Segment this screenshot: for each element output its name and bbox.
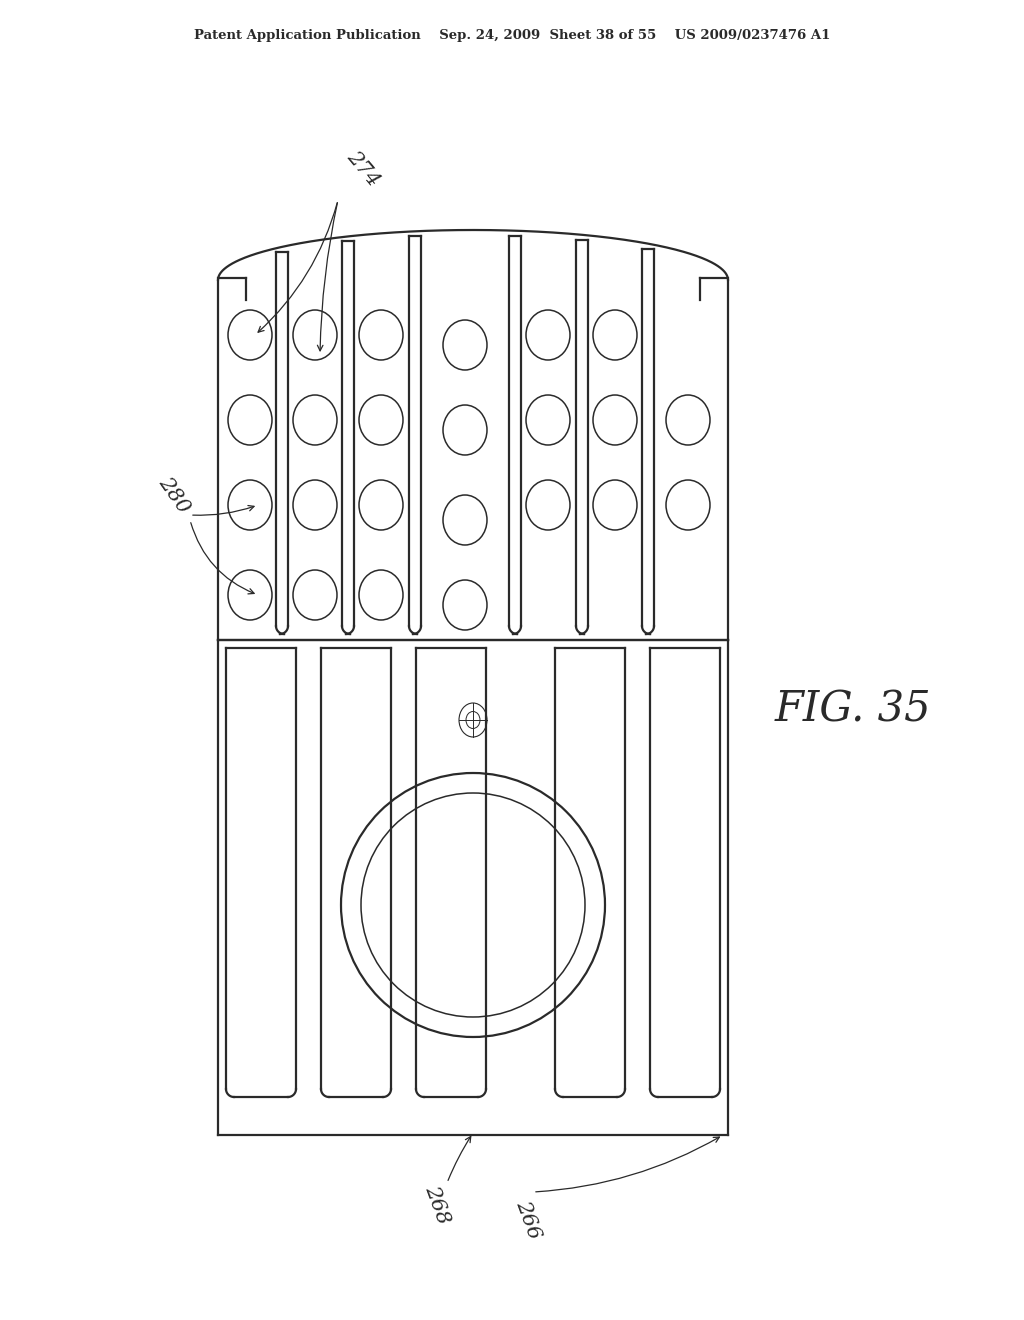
Text: 274: 274 [343, 148, 383, 190]
Text: 268: 268 [421, 1183, 453, 1226]
Text: Patent Application Publication    Sep. 24, 2009  Sheet 38 of 55    US 2009/02374: Patent Application Publication Sep. 24, … [194, 29, 830, 41]
Text: FIG. 35: FIG. 35 [775, 689, 932, 731]
Text: 280: 280 [155, 474, 194, 516]
Text: 266: 266 [512, 1199, 544, 1242]
